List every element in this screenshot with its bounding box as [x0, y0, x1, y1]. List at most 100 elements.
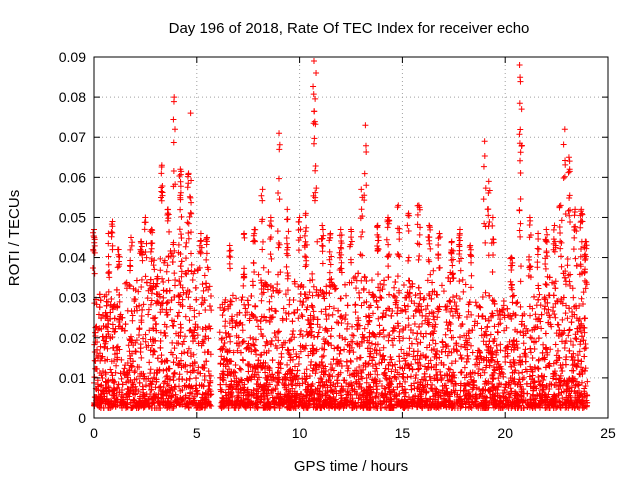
- data-point: [182, 270, 189, 277]
- data-point: [297, 327, 304, 334]
- data-point: [353, 285, 360, 292]
- data-point: [327, 361, 334, 368]
- data-point: [502, 348, 509, 355]
- chart-title: Day 196 of 2018, Rate Of TEC Index for r…: [169, 20, 530, 37]
- data-point: [176, 293, 183, 300]
- data-point: [398, 346, 405, 353]
- data-point: [227, 383, 234, 390]
- data-point: [104, 324, 111, 331]
- data-point: [148, 290, 155, 297]
- data-point: [461, 341, 468, 348]
- data-point: [444, 352, 451, 359]
- data-point: [231, 368, 238, 375]
- data-point: [457, 393, 464, 400]
- data-point: [247, 334, 254, 341]
- data-point: [126, 281, 133, 288]
- data-point: [482, 364, 489, 371]
- data-point: [495, 321, 502, 328]
- data-point: [413, 336, 420, 343]
- data-point: [325, 312, 332, 319]
- data-point: [363, 374, 370, 381]
- data-point: [171, 345, 178, 352]
- data-point: [138, 354, 145, 361]
- data-point: [573, 315, 580, 322]
- data-point: [323, 283, 330, 290]
- data-point: [391, 293, 398, 300]
- data-point: [570, 294, 577, 301]
- data-point: [104, 378, 111, 385]
- data-point: [191, 313, 198, 320]
- data-point: [448, 349, 455, 356]
- data-points: [89, 58, 591, 411]
- data-point: [482, 328, 489, 335]
- data-point: [160, 278, 167, 285]
- data-point: [297, 342, 304, 349]
- data-point: [259, 291, 266, 298]
- data-point: [564, 315, 571, 322]
- data-point: [301, 376, 308, 383]
- data-point: [275, 379, 282, 386]
- data-point: [423, 344, 430, 351]
- data-point: [261, 382, 268, 389]
- data-point: [316, 324, 323, 331]
- data-point: [186, 382, 193, 389]
- data-point: [280, 339, 287, 346]
- data-point: [544, 351, 551, 358]
- data-point: [558, 364, 565, 371]
- data-point: [349, 323, 356, 330]
- data-point: [290, 309, 297, 316]
- data-point: [479, 293, 486, 300]
- data-point: [201, 336, 208, 343]
- data-point: [181, 349, 188, 356]
- data-point: [182, 255, 189, 262]
- data-point: [204, 348, 211, 355]
- data-point: [584, 378, 591, 385]
- data-point: [167, 306, 174, 313]
- data-point: [223, 334, 230, 341]
- data-point: [535, 365, 542, 372]
- data-point: [498, 398, 505, 405]
- data-point: [295, 361, 302, 368]
- data-point: [519, 369, 526, 376]
- data-point: [275, 337, 282, 344]
- data-point: [343, 292, 350, 299]
- data-point: [495, 375, 502, 382]
- data-point: [182, 313, 189, 320]
- data-point: [578, 320, 585, 327]
- data-point: [528, 335, 535, 342]
- data-point: [309, 292, 316, 299]
- data-point: [191, 268, 198, 275]
- data-point: [222, 318, 229, 325]
- data-point: [330, 367, 337, 374]
- data-point: [282, 291, 289, 298]
- data-point: [349, 331, 356, 338]
- data-point: [422, 313, 429, 320]
- data-point: [310, 308, 317, 315]
- data-point: [380, 344, 387, 351]
- data-point: [257, 277, 264, 284]
- data-point: [375, 284, 382, 291]
- data-point: [439, 386, 446, 393]
- data-point: [183, 271, 190, 278]
- data-point: [222, 389, 229, 396]
- data-point: [217, 304, 224, 311]
- data-point: [111, 358, 118, 365]
- data-point: [93, 301, 100, 308]
- data-point: [568, 319, 575, 326]
- data-point: [307, 312, 314, 319]
- data-point: [461, 374, 468, 381]
- data-point: [301, 370, 308, 377]
- data-point: [361, 273, 368, 280]
- data-point: [239, 356, 246, 363]
- data-point: [467, 342, 474, 349]
- data-point: [359, 375, 366, 382]
- data-point: [438, 282, 445, 289]
- data-point: [543, 310, 550, 317]
- data-point: [580, 289, 587, 296]
- data-point: [306, 289, 313, 296]
- data-point: [284, 361, 291, 368]
- data-point: [517, 361, 524, 368]
- data-point: [447, 308, 454, 315]
- data-point: [489, 310, 496, 317]
